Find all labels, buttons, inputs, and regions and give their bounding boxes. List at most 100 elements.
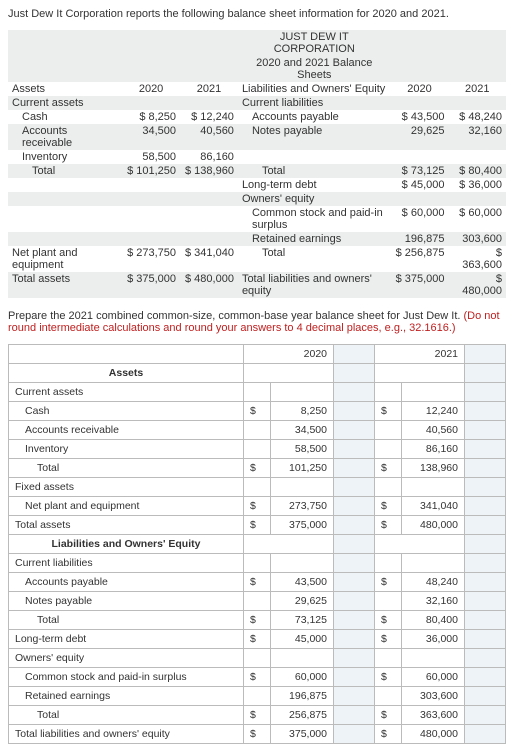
- ws-blank-2021[interactable]: [465, 592, 506, 611]
- ws-cur-2020[interactable]: $: [244, 725, 271, 744]
- ws-cur-2021[interactable]: $: [375, 497, 402, 516]
- ws-val-2021[interactable]: 480,000: [402, 516, 465, 535]
- ws-cur-2020[interactable]: [244, 687, 271, 706]
- ws-blank-2020[interactable]: [334, 383, 375, 402]
- ws-blank-2020[interactable]: [334, 440, 375, 459]
- ws-cur-2021[interactable]: [375, 383, 402, 402]
- ws-blank-2020[interactable]: [334, 592, 375, 611]
- ws-cur-2020[interactable]: [244, 592, 271, 611]
- ws-blank-2020[interactable]: [334, 421, 375, 440]
- ws-blank-2020[interactable]: [334, 725, 375, 744]
- ws-blank-2021[interactable]: [465, 459, 506, 478]
- ws-cur-2021[interactable]: [375, 421, 402, 440]
- ws-cur-2020[interactable]: $: [244, 611, 271, 630]
- ws-blank-2021[interactable]: [465, 687, 506, 706]
- ws-blank-2020[interactable]: [334, 554, 375, 573]
- ws-blank-2020[interactable]: [334, 687, 375, 706]
- ws-val-2020[interactable]: 196,875: [271, 687, 334, 706]
- ws-val-2021[interactable]: 48,240: [402, 573, 465, 592]
- ws-blank-2021[interactable]: [465, 402, 506, 421]
- ws-blank-2021[interactable]: [465, 497, 506, 516]
- ws-cur-2020[interactable]: [244, 649, 271, 668]
- ws-cur-2021[interactable]: $: [375, 611, 402, 630]
- ws-val-2021[interactable]: 86,160: [402, 440, 465, 459]
- ws-cur-2021[interactable]: $: [375, 630, 402, 649]
- ws-val-2020[interactable]: [271, 554, 334, 573]
- ws-cur-2020[interactable]: [244, 421, 271, 440]
- ws-cur-2020[interactable]: $: [244, 668, 271, 687]
- ws-cur-2021[interactable]: $: [375, 725, 402, 744]
- ws-val-2020[interactable]: 273,750: [271, 497, 334, 516]
- ws-cur-2021[interactable]: [375, 440, 402, 459]
- ws-cur-2021[interactable]: [375, 554, 402, 573]
- ws-val-2020[interactable]: 101,250: [271, 459, 334, 478]
- ws-cur-2021[interactable]: $: [375, 402, 402, 421]
- ws-cur-2020[interactable]: $: [244, 706, 271, 725]
- ws-blank-2021[interactable]: [465, 421, 506, 440]
- ws-val-2021[interactable]: [402, 478, 465, 497]
- ws-cur-2021[interactable]: [375, 649, 402, 668]
- ws-val-2020[interactable]: [271, 649, 334, 668]
- ws-cur-2021[interactable]: $: [375, 459, 402, 478]
- ws-val-2021[interactable]: 32,160: [402, 592, 465, 611]
- ws-cur-2021[interactable]: $: [375, 573, 402, 592]
- ws-cur-2020[interactable]: $: [244, 459, 271, 478]
- ws-blank-2020[interactable]: [334, 478, 375, 497]
- ws-val-2020[interactable]: 43,500: [271, 573, 334, 592]
- ws-cur-2021[interactable]: [375, 478, 402, 497]
- ws-blank-2021[interactable]: [465, 725, 506, 744]
- ws-blank-2021[interactable]: [465, 516, 506, 535]
- ws-blank-2021[interactable]: [465, 649, 506, 668]
- ws-val-2021[interactable]: 138,960: [402, 459, 465, 478]
- ws-val-2021[interactable]: [402, 554, 465, 573]
- ws-val-2021[interactable]: 363,600: [402, 706, 465, 725]
- ws-blank-2020[interactable]: [334, 611, 375, 630]
- ws-val-2020[interactable]: 60,000: [271, 668, 334, 687]
- ws-cur-2020[interactable]: $: [244, 630, 271, 649]
- ws-val-2020[interactable]: 58,500: [271, 440, 334, 459]
- ws-val-2021[interactable]: 480,000: [402, 725, 465, 744]
- ws-blank-2021[interactable]: [465, 573, 506, 592]
- ws-val-2021[interactable]: 303,600: [402, 687, 465, 706]
- ws-cur-2021[interactable]: [375, 592, 402, 611]
- ws-blank-2021[interactable]: [465, 611, 506, 630]
- ws-val-2021[interactable]: [402, 649, 465, 668]
- ws-val-2021[interactable]: [402, 383, 465, 402]
- ws-blank-2020[interactable]: [334, 459, 375, 478]
- ws-blank-2021[interactable]: [465, 706, 506, 725]
- ws-val-2020[interactable]: 256,875: [271, 706, 334, 725]
- ws-val-2021[interactable]: 341,040: [402, 497, 465, 516]
- ws-val-2021[interactable]: 40,560: [402, 421, 465, 440]
- ws-blank-2020[interactable]: [334, 706, 375, 725]
- ws-val-2020[interactable]: 375,000: [271, 725, 334, 744]
- ws-blank-2021[interactable]: [465, 383, 506, 402]
- ws-cur-2020[interactable]: [244, 554, 271, 573]
- ws-val-2020[interactable]: 73,125: [271, 611, 334, 630]
- ws-cur-2020[interactable]: [244, 478, 271, 497]
- ws-blank-2021[interactable]: [465, 630, 506, 649]
- ws-val-2021[interactable]: 60,000: [402, 668, 465, 687]
- ws-blank-2020[interactable]: [334, 668, 375, 687]
- ws-val-2020[interactable]: [271, 478, 334, 497]
- ws-blank-2021[interactable]: [465, 440, 506, 459]
- ws-cur-2020[interactable]: $: [244, 402, 271, 421]
- ws-blank-2020[interactable]: [334, 630, 375, 649]
- ws-cur-2020[interactable]: $: [244, 573, 271, 592]
- ws-blank-2020[interactable]: [334, 516, 375, 535]
- ws-val-2021[interactable]: 36,000: [402, 630, 465, 649]
- ws-blank-2021[interactable]: [465, 668, 506, 687]
- ws-cur-2020[interactable]: $: [244, 516, 271, 535]
- ws-blank-2021[interactable]: [465, 478, 506, 497]
- ws-cur-2021[interactable]: [375, 687, 402, 706]
- ws-cur-2020[interactable]: $: [244, 497, 271, 516]
- ws-cur-2021[interactable]: $: [375, 668, 402, 687]
- ws-val-2021[interactable]: 12,240: [402, 402, 465, 421]
- ws-cur-2020[interactable]: [244, 383, 271, 402]
- ws-blank-2020[interactable]: [334, 402, 375, 421]
- ws-val-2020[interactable]: 45,000: [271, 630, 334, 649]
- ws-blank-2021[interactable]: [465, 554, 506, 573]
- ws-blank-2020[interactable]: [334, 573, 375, 592]
- ws-cur-2021[interactable]: $: [375, 516, 402, 535]
- ws-blank-2020[interactable]: [334, 497, 375, 516]
- ws-blank-2020[interactable]: [334, 649, 375, 668]
